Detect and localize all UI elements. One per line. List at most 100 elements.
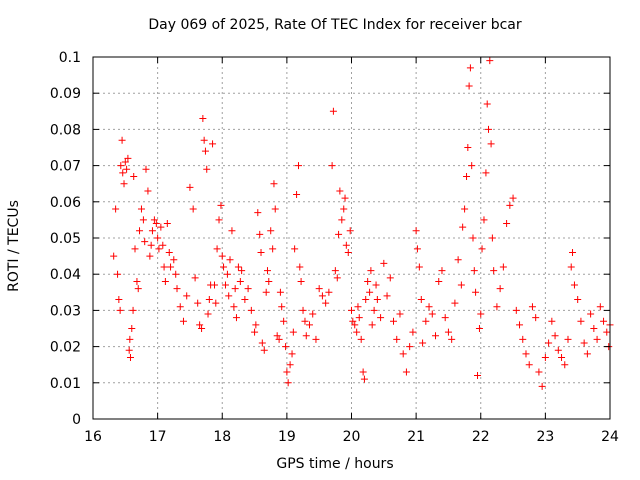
data-point <box>189 205 197 213</box>
data-point <box>225 292 233 300</box>
data-point <box>203 165 211 173</box>
x-tick-label: 16 <box>84 429 102 445</box>
x-tick-label: 21 <box>407 429 425 445</box>
data-point <box>428 310 436 318</box>
data-point <box>121 158 129 166</box>
data-point <box>318 292 326 300</box>
data-point <box>198 325 206 332</box>
data-point <box>252 321 260 329</box>
data-point <box>194 299 202 307</box>
data-point <box>228 227 236 235</box>
data-point <box>128 325 136 332</box>
data-point <box>251 328 259 336</box>
data-point <box>305 321 313 329</box>
data-point <box>362 296 370 304</box>
data-points <box>110 57 614 390</box>
data-point <box>301 317 309 325</box>
data-point <box>470 267 478 275</box>
data-point <box>291 245 299 253</box>
data-point <box>372 281 380 289</box>
data-point <box>364 277 372 285</box>
data-point <box>119 169 127 177</box>
data-point <box>157 223 165 231</box>
x-tick-label: 20 <box>343 429 361 445</box>
data-point <box>569 248 577 256</box>
data-point <box>232 314 240 322</box>
data-point <box>170 256 178 264</box>
data-point <box>134 285 142 293</box>
data-point <box>183 292 191 300</box>
data-point <box>205 296 213 304</box>
data-point <box>114 270 122 278</box>
data-point <box>348 306 355 314</box>
data-point <box>161 277 169 285</box>
data-point <box>422 317 430 325</box>
data-point <box>223 270 231 278</box>
y-tick-label: 0 <box>72 412 81 428</box>
data-point <box>354 303 362 311</box>
data-point <box>302 332 310 340</box>
y-tick-label: 0.04 <box>50 267 81 283</box>
data-point <box>425 303 433 311</box>
data-point <box>118 136 126 144</box>
data-point <box>254 209 262 217</box>
data-point <box>368 321 376 329</box>
data-point <box>160 263 168 271</box>
data-point <box>154 234 162 242</box>
data-point <box>282 343 290 351</box>
data-point <box>486 57 494 65</box>
data-point <box>125 346 133 354</box>
data-point <box>126 335 134 343</box>
data-point <box>472 288 480 296</box>
data-point <box>263 267 271 275</box>
data-point <box>448 335 456 343</box>
data-point <box>483 100 491 108</box>
data-point <box>110 252 118 260</box>
data-point <box>247 306 255 314</box>
data-point <box>444 328 452 336</box>
data-point <box>558 353 566 361</box>
data-point <box>355 314 363 322</box>
data-point <box>262 288 270 296</box>
data-point <box>561 361 569 369</box>
data-point <box>257 248 265 256</box>
data-point <box>112 205 120 213</box>
data-point <box>130 172 138 180</box>
data-point <box>477 310 485 318</box>
data-point <box>322 299 330 307</box>
data-point <box>603 328 611 336</box>
data-point <box>217 201 225 209</box>
data-point <box>299 306 307 314</box>
data-point <box>273 332 281 340</box>
data-point <box>570 281 578 289</box>
data-point <box>296 263 304 271</box>
x-tick-label: 22 <box>472 429 490 445</box>
data-point <box>278 303 286 311</box>
data-point <box>117 162 125 170</box>
data-point <box>155 245 163 253</box>
data-point <box>413 245 421 253</box>
data-point <box>344 248 352 256</box>
data-point <box>351 321 359 329</box>
data-point <box>209 140 217 148</box>
data-point <box>577 317 585 325</box>
data-point <box>464 144 472 151</box>
data-point <box>295 162 303 170</box>
data-point <box>163 220 171 228</box>
data-point <box>393 335 401 343</box>
data-point <box>271 205 279 213</box>
data-point <box>293 191 301 199</box>
data-point <box>265 277 273 285</box>
x-tick-label: 23 <box>536 429 554 445</box>
data-point <box>269 245 277 253</box>
data-point <box>267 227 275 235</box>
data-point <box>260 346 268 354</box>
data-point <box>167 263 175 271</box>
data-point <box>191 274 199 282</box>
data-point <box>147 241 155 249</box>
x-tick-label: 24 <box>601 429 619 445</box>
data-point <box>567 263 575 271</box>
y-tick-label: 0.02 <box>50 340 81 356</box>
data-point <box>357 335 365 343</box>
data-point <box>551 332 559 340</box>
